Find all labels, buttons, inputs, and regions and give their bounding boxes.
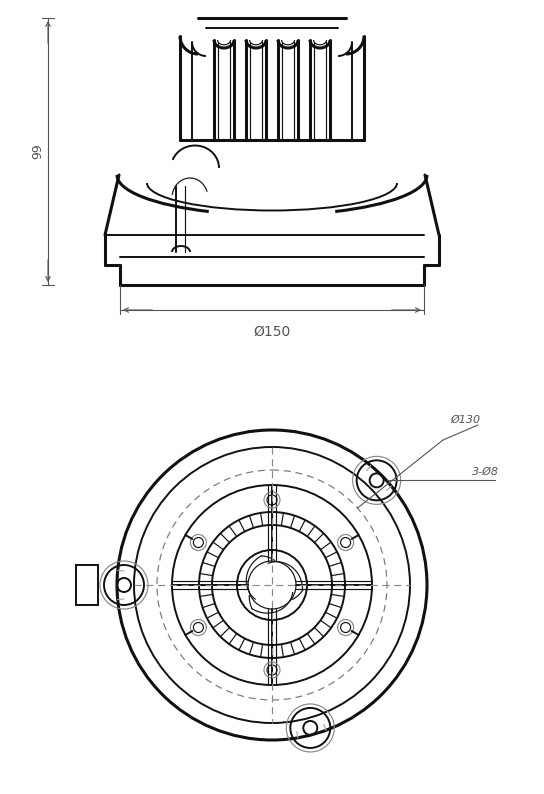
- Bar: [76, 565, 98, 605]
- Text: 99: 99: [32, 144, 45, 160]
- Text: 3-Ø8: 3-Ø8: [472, 466, 499, 476]
- Text: Ø130: Ø130: [450, 415, 480, 425]
- Text: Ø150: Ø150: [254, 325, 290, 339]
